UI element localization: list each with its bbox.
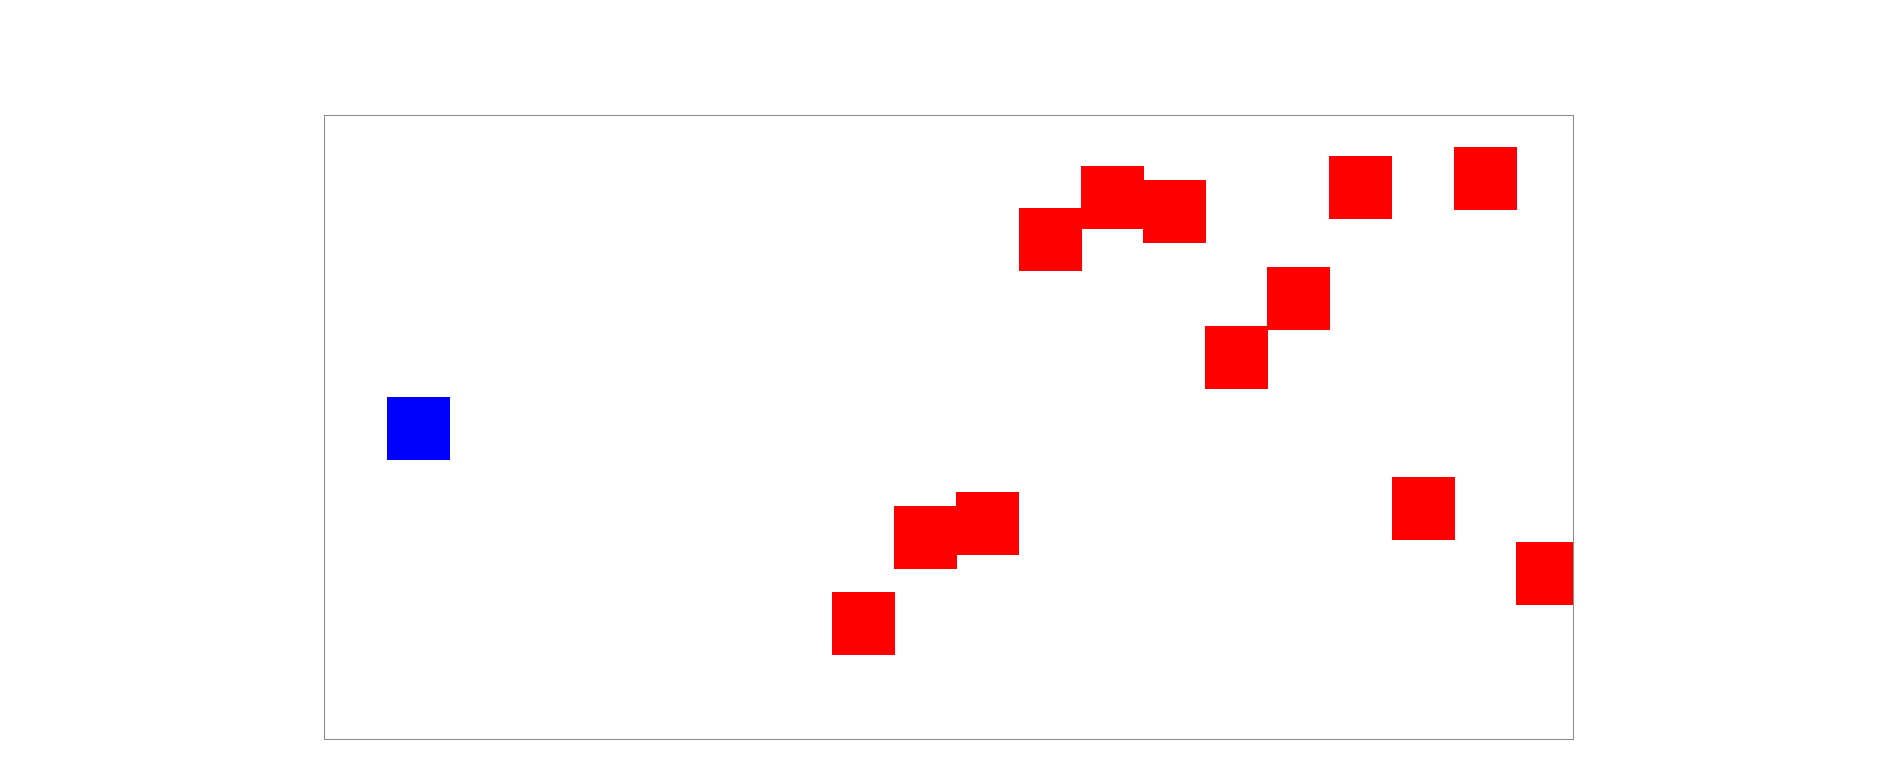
game-arena[interactable] xyxy=(324,115,1574,740)
obstacle-block xyxy=(1267,267,1330,330)
obstacle-block xyxy=(1205,326,1268,389)
obstacle-block xyxy=(894,506,957,569)
obstacle-block xyxy=(1143,180,1206,243)
obstacle-block xyxy=(1392,477,1455,540)
player-block[interactable] xyxy=(387,397,450,460)
obstacle-block xyxy=(956,492,1019,555)
obstacle-block xyxy=(832,592,895,655)
obstacle-block xyxy=(1454,147,1517,210)
obstacle-block xyxy=(1329,156,1392,219)
obstacle-block xyxy=(1516,542,1573,605)
obstacle-block xyxy=(1081,166,1144,229)
obstacle-block xyxy=(1019,208,1082,271)
